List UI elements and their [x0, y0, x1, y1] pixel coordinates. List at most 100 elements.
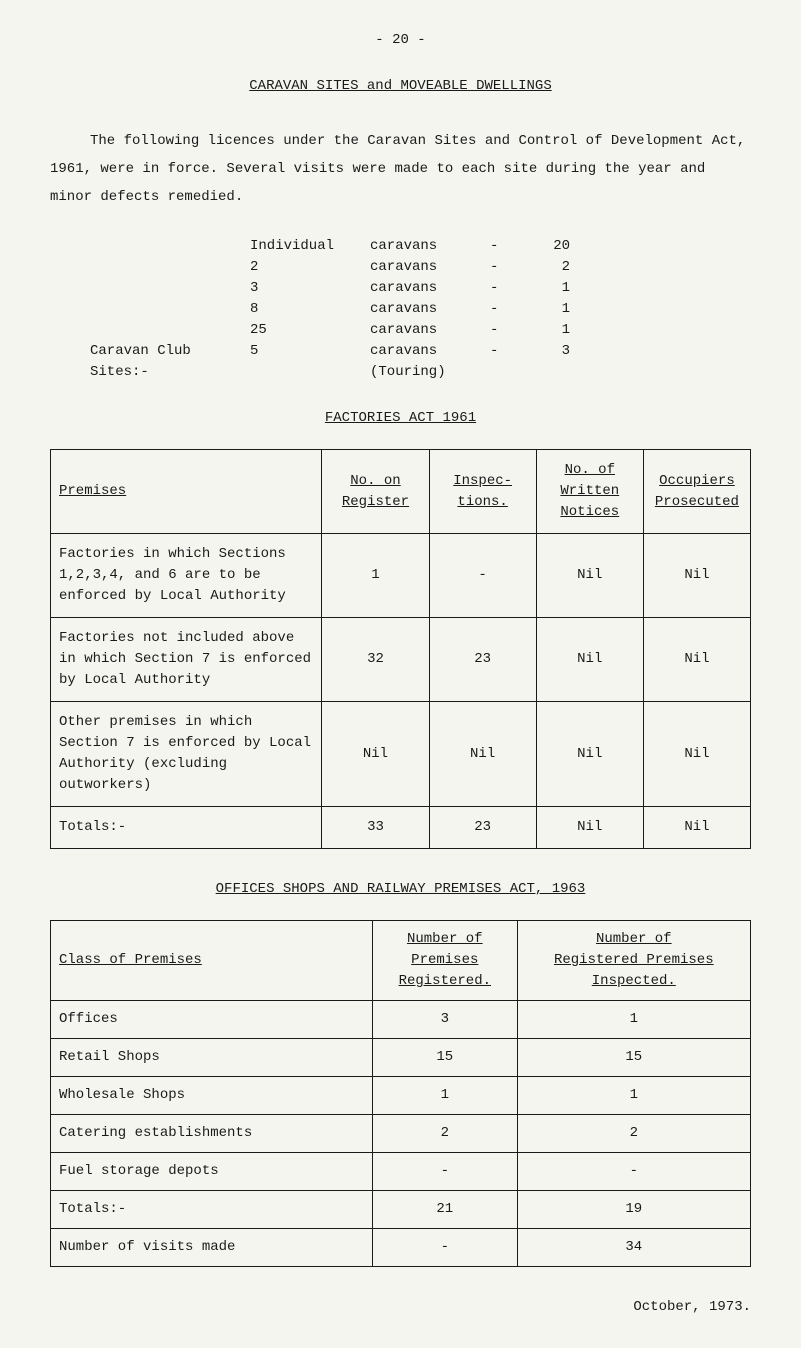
caravan-word: caravans (Touring): [370, 341, 490, 383]
cell-visits-label: Number of visits made: [51, 1229, 373, 1267]
cell-occupiers: Nil: [643, 807, 750, 849]
caravan-word: caravans: [370, 278, 490, 299]
cell-no-of: Nil: [536, 807, 643, 849]
cell-no-on: 32: [322, 618, 429, 702]
caravan-row: 3 caravans - 1: [90, 278, 751, 299]
cell-inspected: 15: [517, 1039, 750, 1077]
table-row: Other premises in which Section 7 is enf…: [51, 702, 751, 807]
cell-occupiers: Nil: [643, 618, 750, 702]
header-written-notices: No. of Written Notices: [536, 450, 643, 534]
totals-row: Totals:- 21 19: [51, 1191, 751, 1229]
cell-registered: -: [373, 1153, 518, 1191]
cell-no-on: Nil: [322, 702, 429, 807]
table-row: Wholesale Shops 1 1: [51, 1077, 751, 1115]
header-number-inspected: Number of Registered Premises Inspected.: [517, 921, 750, 1001]
header-inspections: Inspec-tions.: [429, 450, 536, 534]
table-row: Fuel storage depots - -: [51, 1153, 751, 1191]
caravan-row: 25 caravans - 1: [90, 320, 751, 341]
caravan-word: caravans: [370, 320, 490, 341]
cell-inspected: 2: [517, 1115, 750, 1153]
cell-registered: 3: [373, 1001, 518, 1039]
table-header-row: Premises No. on Register Inspec-tions. N…: [51, 450, 751, 534]
cell-inspected: 19: [517, 1191, 750, 1229]
cell-inspected: 34: [517, 1229, 750, 1267]
table-row: Offices 3 1: [51, 1001, 751, 1039]
cell-inspec: 23: [429, 807, 536, 849]
cell-registered: 2: [373, 1115, 518, 1153]
caravan-site-label: [90, 320, 250, 341]
page-number: - 20 -: [50, 30, 751, 51]
caravan-row: 8 caravans - 1: [90, 299, 751, 320]
caravan-site-label: [90, 236, 250, 257]
cell-class: Fuel storage depots: [51, 1153, 373, 1191]
factories-table: Premises No. on Register Inspec-tions. N…: [50, 449, 751, 849]
cell-inspected: 1: [517, 1077, 750, 1115]
header-occupiers-prosecuted: Occupiers Prosecuted: [643, 450, 750, 534]
visits-row: Number of visits made - 34: [51, 1229, 751, 1267]
caravan-type: 25: [250, 320, 370, 341]
caravan-dash: -: [490, 299, 530, 320]
caravan-dash: -: [490, 278, 530, 299]
cell-no-on: 33: [322, 807, 429, 849]
caravan-type: 5: [250, 341, 370, 383]
caravan-type: 8: [250, 299, 370, 320]
caravan-row: Caravan Club Sites:- 5 caravans (Touring…: [90, 341, 751, 383]
caravan-type: 2: [250, 257, 370, 278]
caravan-value: 1: [530, 278, 570, 299]
caravan-type: 3: [250, 278, 370, 299]
cell-totals-label: Totals:-: [51, 807, 322, 849]
table-row: Catering establishments 2 2: [51, 1115, 751, 1153]
cell-registered: -: [373, 1229, 518, 1267]
cell-no-of: Nil: [536, 618, 643, 702]
caravan-type: Individual: [250, 236, 370, 257]
caravan-dash: -: [490, 341, 530, 383]
cell-class: Offices: [51, 1001, 373, 1039]
caravan-word: caravans: [370, 299, 490, 320]
header-class-premises: Class of Premises: [51, 921, 373, 1001]
caravan-value: 20: [530, 236, 570, 257]
totals-row: Totals:- 33 23 Nil Nil: [51, 807, 751, 849]
caravan-site-label: [90, 278, 250, 299]
caravan-value: 3: [530, 341, 570, 383]
cell-occupiers: Nil: [643, 702, 750, 807]
cell-class: Wholesale Shops: [51, 1077, 373, 1115]
caravan-site-label: [90, 257, 250, 278]
cell-inspec: 23: [429, 618, 536, 702]
intro-paragraph: The following licences under the Caravan…: [50, 127, 751, 211]
caravan-value: 1: [530, 320, 570, 341]
caravan-site-label: Caravan Club Sites:-: [90, 341, 250, 383]
header-no-on-register: No. on Register: [322, 450, 429, 534]
cell-totals-label: Totals:-: [51, 1191, 373, 1229]
factories-heading: FACTORIES ACT 1961: [50, 408, 751, 429]
caravan-value: 2: [530, 257, 570, 278]
cell-no-of: Nil: [536, 534, 643, 618]
cell-premises: Other premises in which Section 7 is enf…: [51, 702, 322, 807]
cell-inspected: -: [517, 1153, 750, 1191]
table-row: Retail Shops 15 15: [51, 1039, 751, 1077]
caravan-row: Individual caravans - 20: [90, 236, 751, 257]
cell-no-of: Nil: [536, 702, 643, 807]
cell-occupiers: Nil: [643, 534, 750, 618]
table-row: Factories in which Sections 1,2,3,4, and…: [51, 534, 751, 618]
cell-class: Catering establishments: [51, 1115, 373, 1153]
caravan-dash: -: [490, 257, 530, 278]
offices-heading: OFFICES SHOPS AND RAILWAY PREMISES ACT, …: [50, 879, 751, 900]
cell-inspec: -: [429, 534, 536, 618]
caravan-value: 1: [530, 299, 570, 320]
caravan-site-label: [90, 299, 250, 320]
caravan-list: Individual caravans - 20 2 caravans - 2 …: [90, 236, 751, 383]
caravan-dash: -: [490, 320, 530, 341]
cell-registered: 1: [373, 1077, 518, 1115]
cell-premises: Factories in which Sections 1,2,3,4, and…: [51, 534, 322, 618]
table-row: Factories not included above in which Se…: [51, 618, 751, 702]
offices-table: Class of Premises Number of Premises Reg…: [50, 920, 751, 1267]
cell-no-on: 1: [322, 534, 429, 618]
main-title: CARAVAN SITES and MOVEABLE DWELLINGS: [50, 76, 751, 97]
caravan-row: 2 caravans - 2: [90, 257, 751, 278]
cell-registered: 15: [373, 1039, 518, 1077]
cell-premises: Factories not included above in which Se…: [51, 618, 322, 702]
cell-class: Retail Shops: [51, 1039, 373, 1077]
header-number-registered: Number of Premises Registered.: [373, 921, 518, 1001]
cell-registered: 21: [373, 1191, 518, 1229]
cell-inspec: Nil: [429, 702, 536, 807]
